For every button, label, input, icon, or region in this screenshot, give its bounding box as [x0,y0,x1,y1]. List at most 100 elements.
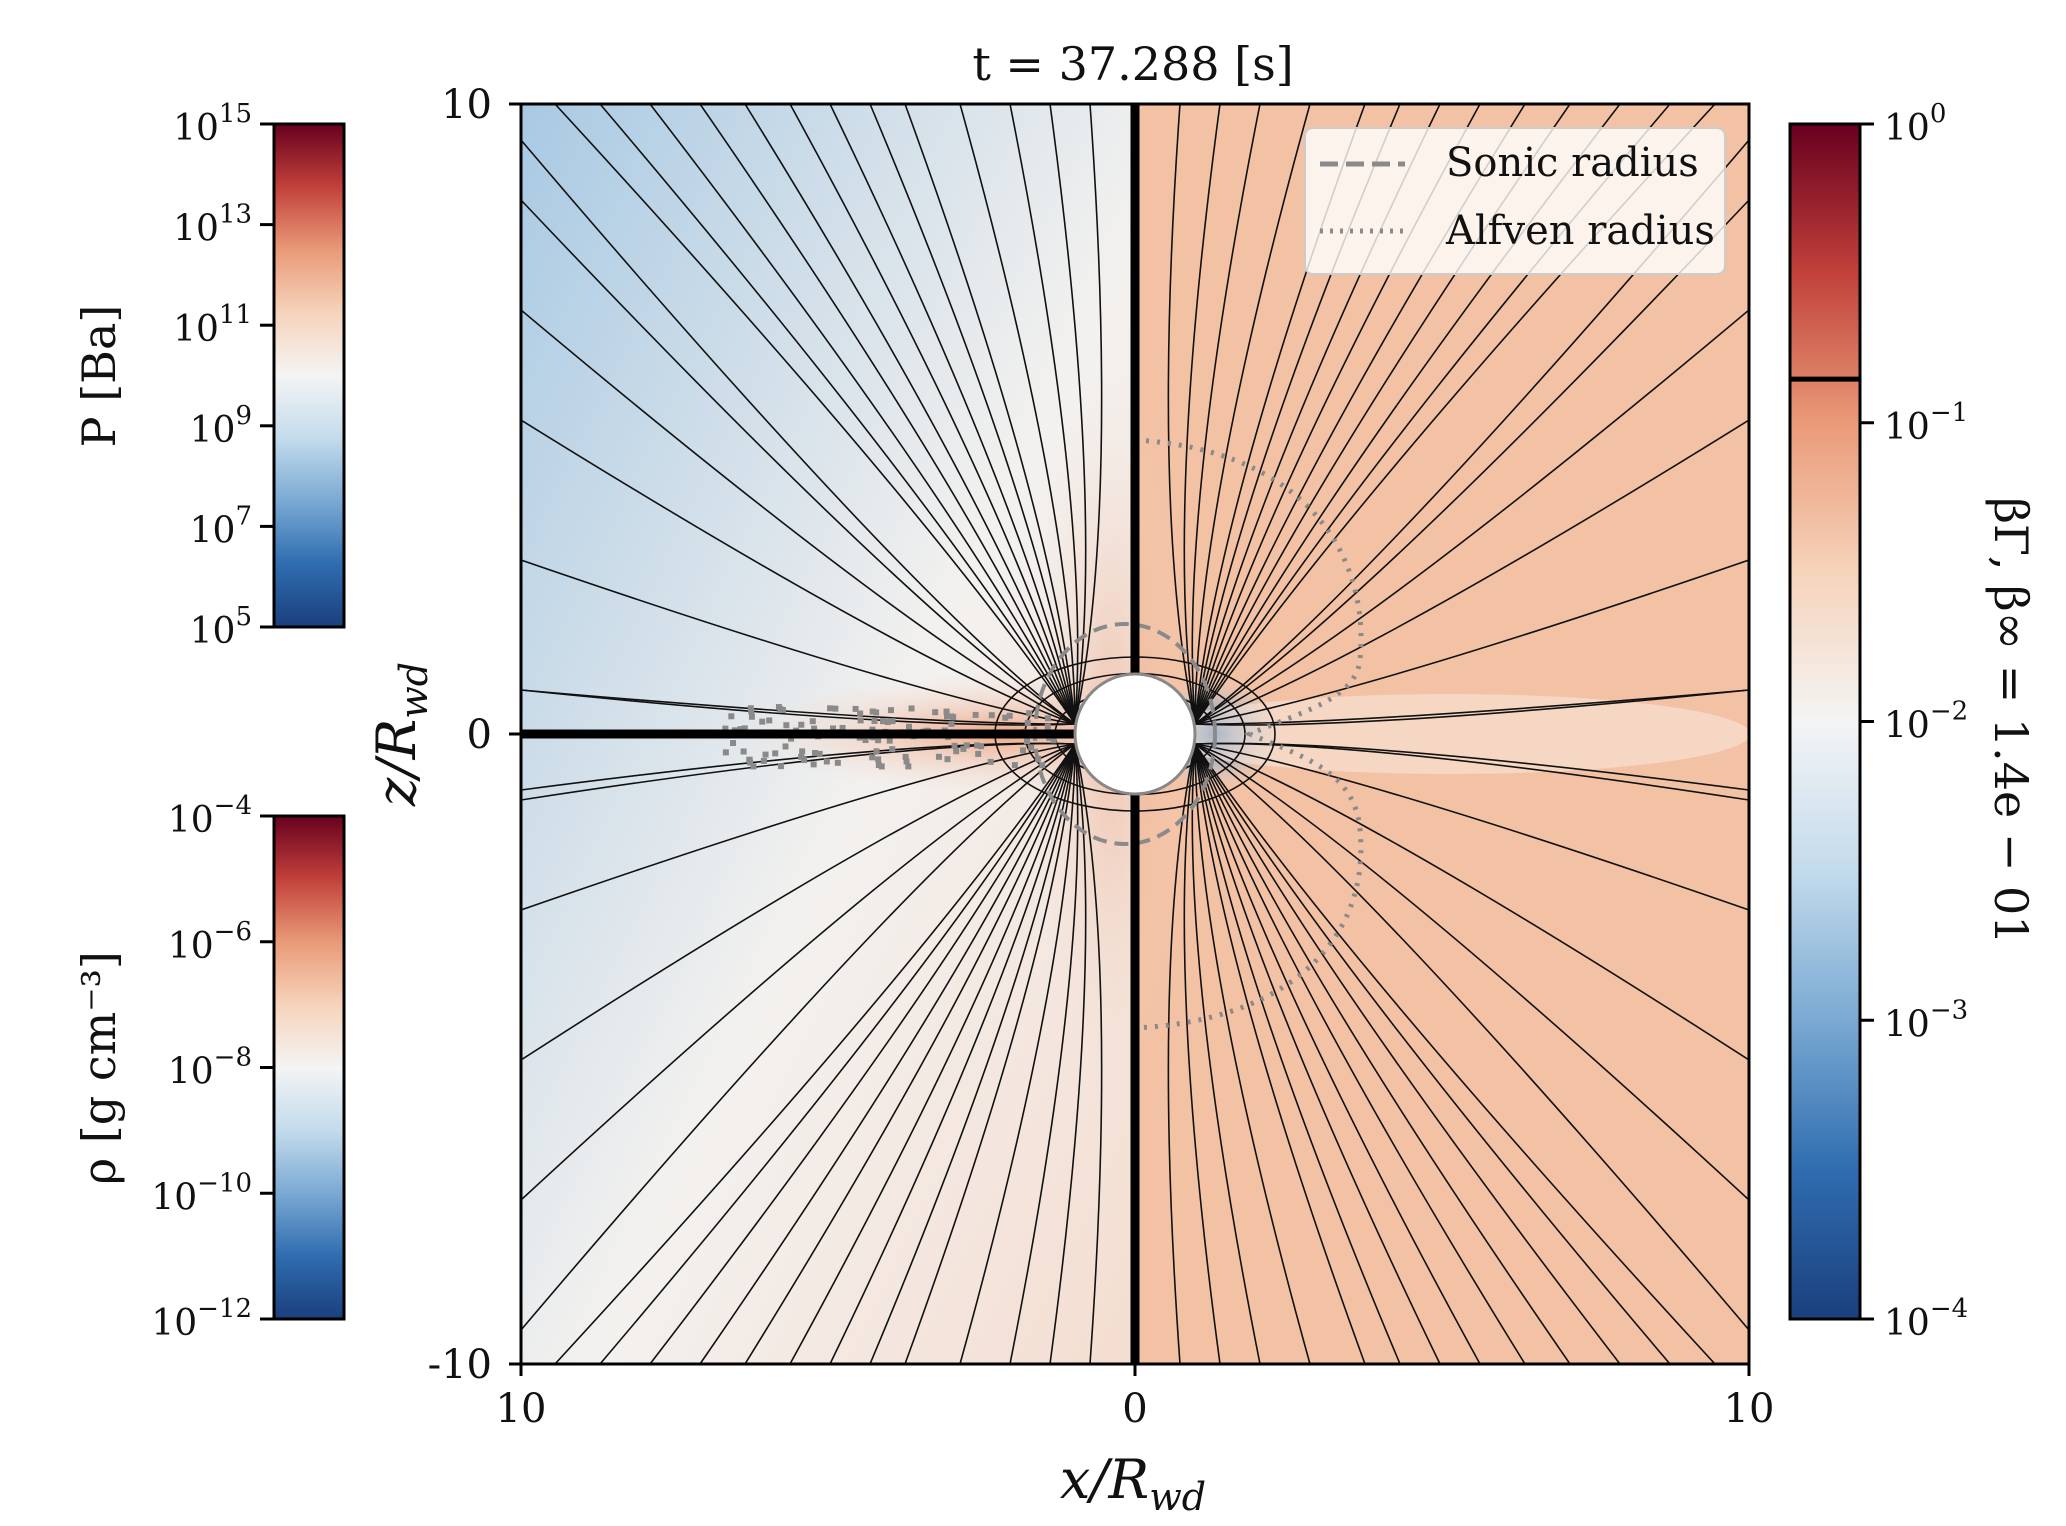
scatter-point [943,708,950,715]
scatter-point [788,735,795,742]
x-tick-label: 10 [496,1386,547,1432]
colorbar-tick-label: 10−4 [168,791,252,841]
beta-colorbar-label: βΓ, β∞ = 1.4e − 01 [1984,497,2038,944]
scatter-point [722,725,729,732]
colorbar-tick-label: 1013 [173,200,252,250]
y-tick-label: 0 [467,712,492,758]
scatter-point [741,725,748,732]
colorbar-tick-label: 1011 [173,300,252,350]
scatter-point [1002,714,1009,721]
scatter-point [869,708,876,715]
scatter-point [905,763,912,770]
scatter-point [873,748,880,755]
scatter-point [759,718,766,725]
scatter-point [783,722,790,729]
pressure-colorbar-gradient [272,122,346,629]
scatter-point [889,718,896,725]
plot-area [521,104,1749,1364]
scatter-point [782,743,789,750]
scatter-point [772,750,779,757]
density-colorbar-gradient [272,814,346,1321]
scatter-point [766,717,773,724]
scatter-point [889,746,896,753]
scatter-point [974,742,981,749]
scatter-point [816,750,823,757]
scatter-point [823,758,830,765]
colorbar-tick-label: 10−12 [151,1294,252,1344]
scatter-point [972,711,979,718]
scatter-point [963,742,970,749]
scatter-point [951,742,958,749]
scatter-point [1026,710,1033,717]
colorbar-tick-label: 10−10 [151,1168,252,1218]
x-tick-label: 10 [1724,1386,1775,1432]
scatter-point [887,707,894,714]
scatter-point [1020,747,1027,754]
scatter-point [944,713,951,720]
scatter-point [903,758,910,765]
colorbar-tick-label: 10−1 [1884,398,1968,448]
scatter-point [834,759,841,766]
scatter-point [832,705,839,712]
white-dwarf-star [1073,672,1197,796]
scatter-point [932,709,939,716]
scatter-point [760,757,767,764]
scatter-point [775,704,782,711]
legend-alfven-label: Alfven radius [1445,208,1715,254]
scatter-point [737,726,744,733]
scatter-point [857,717,864,724]
scatter-point [730,740,737,747]
x-tick-label: 0 [1122,1386,1147,1432]
scatter-point [987,758,994,765]
y-tick-label: -10 [428,1342,492,1388]
scatter-point [905,723,912,730]
pressure-colorbar: 1015 1013 1011 109 107 105 P [Ba] [72,99,346,652]
scatter-point [852,705,859,712]
scatter-point [884,719,891,726]
beta-colorbar: 100 10−1 10−2 10−3 10−4 βΓ, β∞ = 1.4e − 01 [1788,99,2038,1344]
scatter-point [1024,719,1031,726]
colorbar-tick-label: 100 [1884,99,1946,149]
scatter-point [873,709,880,716]
scatter-point [728,713,735,720]
scatter-point [762,751,769,758]
x-axis: 10 0 10 [496,1364,1775,1432]
scatter-point [839,725,846,732]
scatter-point [750,763,757,770]
scatter-point [886,737,893,744]
scatter-point [1006,712,1013,719]
scatter-point [908,705,915,712]
scatter-point [862,737,869,744]
scatter-point [1028,744,1035,751]
chart-title: t = 37.288 [s] [972,37,1293,91]
scatter-point [944,756,951,763]
scatter-point [950,714,957,721]
scatter-point [830,725,837,732]
scatter-point [1050,737,1057,744]
scatter-point [902,753,909,760]
scatter-point [875,756,882,763]
scatter-point [1024,738,1031,745]
scatter-point [798,753,805,760]
colorbar-tick-label: 10−4 [1884,1294,1968,1344]
scatter-point [811,725,818,732]
scatter-point [809,718,816,725]
scatter-point [748,713,755,720]
scatter-point [1044,723,1051,730]
scatter-point [748,708,755,715]
scatter-point [1039,762,1046,769]
scatter-point [827,705,834,712]
scatter-point [857,710,864,717]
legend-sonic-label: Sonic radius [1446,140,1699,186]
pressure-colorbar-label: P [Ba] [72,305,126,448]
scatter-point [978,743,985,750]
colorbar-tick-label: 1015 [173,99,252,149]
scatter-point [746,756,753,763]
scatter-point [1044,715,1051,722]
density-colorbar-label: ρ [g cm⁻³] [72,951,126,1185]
scatter-point [878,763,885,770]
colorbar-tick-label: 10−6 [168,917,252,967]
y-axis-label: z/Rwd [365,662,436,807]
